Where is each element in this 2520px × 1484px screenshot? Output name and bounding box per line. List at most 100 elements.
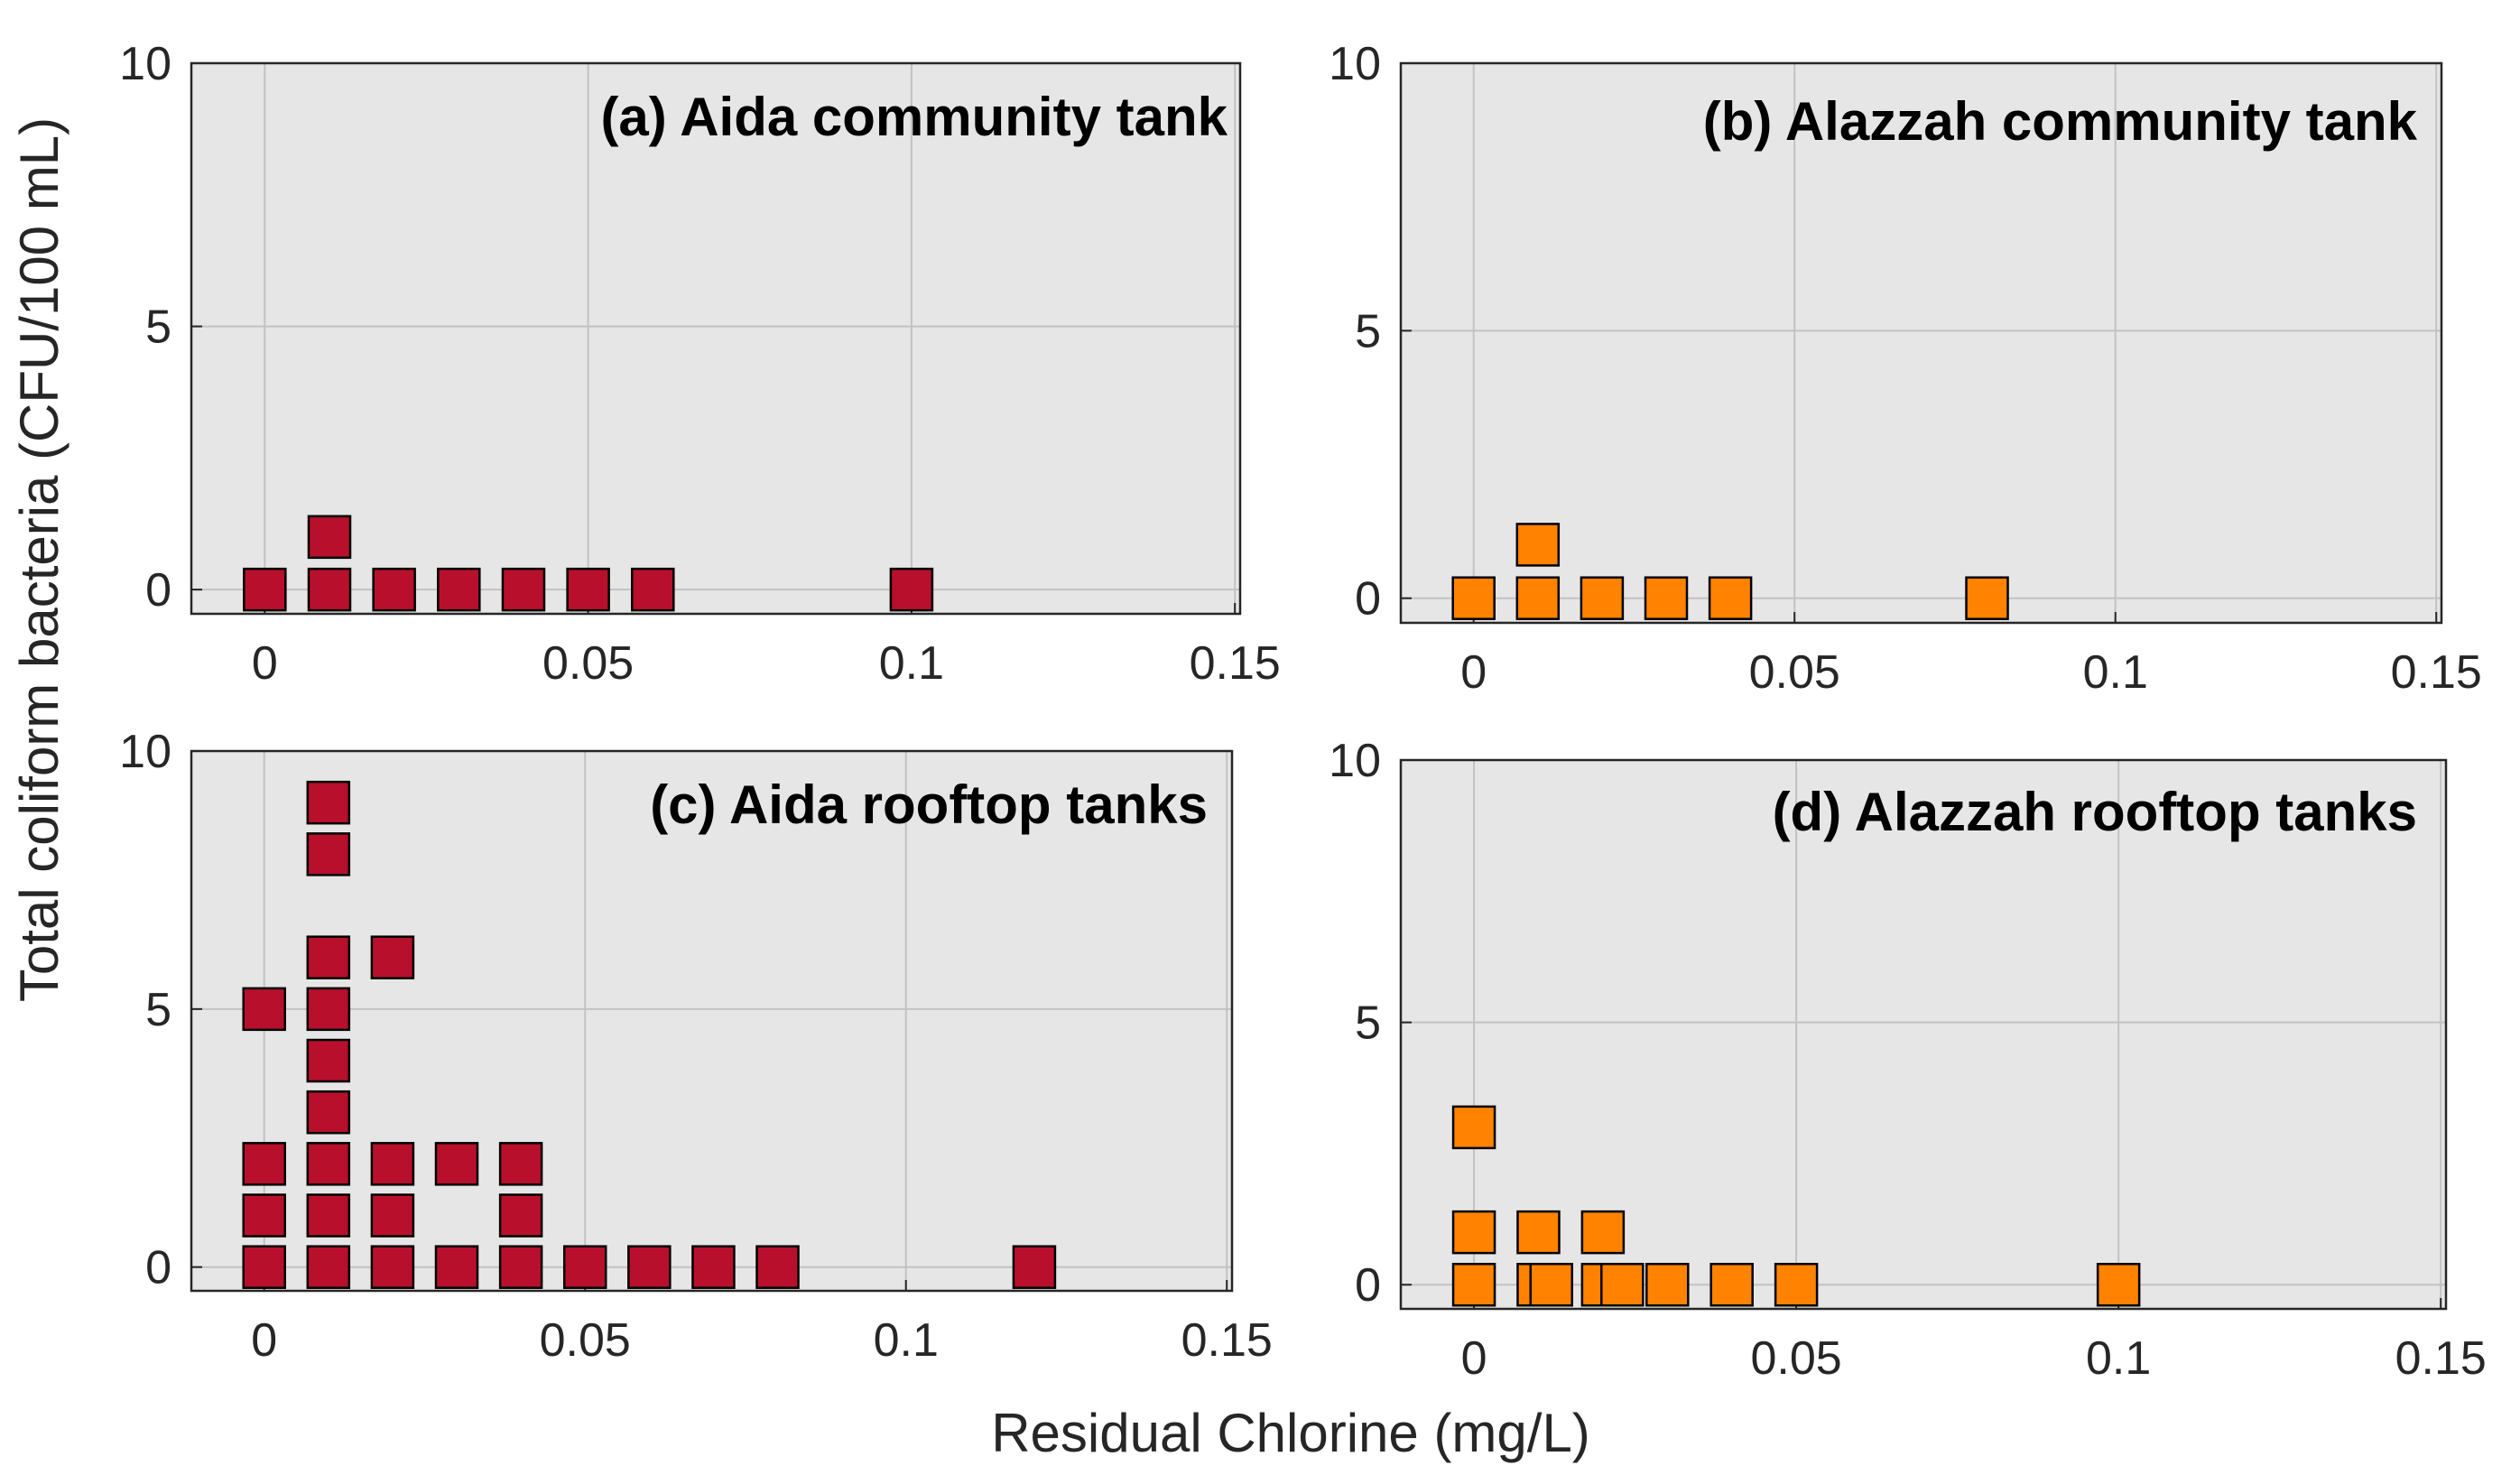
y-tick-label: 5 [145,301,171,354]
plot-area [191,751,1232,1291]
y-axis-label: Total coliform bacteria (CFU/100 mL) [9,117,69,1002]
y-tick-label: 10 [119,726,171,778]
data-point [242,1245,286,1289]
y-tick-label: 0 [145,1242,171,1294]
x-tick-label: 0.1 [874,1314,939,1367]
y-tick-label: 5 [145,984,171,1036]
data-point [1451,1105,1496,1150]
data-point [1645,1262,1690,1307]
y-tick-label: 0 [1355,573,1381,626]
data-point [306,935,351,979]
axes-box [190,749,1234,1293]
x-tick-label: 0 [252,637,278,690]
data-point [1012,1245,1057,1289]
x-tick-label: 0 [1460,646,1487,699]
data-point [1529,1262,1574,1307]
data-point [370,1245,415,1289]
data-point [1709,1262,1754,1307]
x-tick-label: 0.05 [1749,646,1840,699]
data-point [306,1245,351,1289]
plot-area [191,63,1240,614]
data-point [1708,576,1753,620]
panel-a: 0 0.05 0.1 0.15 0 5 10 (a) Aida community tank [119,38,1281,690]
data-point [566,567,610,612]
data-point [306,1090,351,1135]
data-point [306,1142,351,1186]
x-tick-label: 0.05 [540,1314,631,1367]
x-tick-label: 0.05 [1751,1332,1842,1385]
data-point [437,567,481,612]
panel-d: 0 0.05 0.1 0.15 0 5 10 (d) Alazzah rooftop tank… [1329,735,2487,1385]
y-tick-label: 0 [145,564,171,617]
plot-area [1401,760,2446,1309]
data-point [306,780,351,825]
plot-area [1401,63,2441,623]
data-point [1451,1262,1496,1307]
data-point [1451,576,1496,620]
x-tick-label: 0.15 [2395,1332,2487,1385]
x-tick-label: 0 [251,1314,277,1367]
panel-c: 0 0.05 0.1 0.15 0 5 10 (c) Aida rooftop tanks [119,726,1273,1367]
data-point [243,567,287,612]
y-tick-label: 0 [1355,1259,1381,1312]
data-point [1774,1262,1819,1307]
panel-title: (a) Aida community tank [600,87,1228,147]
data-point [434,1142,479,1186]
data-point [306,1193,351,1238]
x-tick-label: 0.15 [1190,637,1281,690]
data-point [307,567,352,612]
axes-box [1399,61,2443,625]
y-tick-label: 5 [1355,305,1381,357]
axes-box [190,61,1242,616]
x-tick-label: 0.1 [2086,1332,2151,1385]
data-point [306,1038,351,1083]
data-point [1451,1210,1496,1255]
panel-b: 0 0.05 0.1 0.15 0 5 10 (b) Alazzah community ta… [1329,38,2482,699]
data-point [755,1245,800,1289]
x-tick-label: 0.1 [879,637,944,690]
data-point [498,1193,543,1238]
data-point [631,567,675,612]
data-point [242,987,286,1032]
data-point [1580,576,1625,620]
data-point [1516,1210,1561,1255]
x-axis-label: Residual Chlorine (mg/L) [991,1403,1590,1463]
panel-title: (d) Alazzah rooftop tanks [1773,782,2417,842]
x-tick-label: 0.05 [542,637,634,690]
y-tick-label: 10 [119,38,171,90]
data-point [498,1245,543,1289]
panel-title: (b) Alazzah community tank [1703,91,2418,152]
data-point [1580,1210,1626,1255]
data-point [2096,1262,2141,1307]
data-point [1515,523,1561,567]
data-point [562,1245,607,1289]
data-point [307,515,352,560]
y-tick-label: 5 [1355,997,1381,1050]
data-point [1965,576,2009,620]
data-point [372,567,416,612]
data-point [627,1245,672,1289]
y-tick-label: 10 [1329,38,1381,90]
data-point [1644,576,1689,620]
data-point [370,1193,415,1238]
data-point [1600,1262,1644,1307]
data-point [242,1193,286,1238]
data-point [498,1142,543,1186]
x-tick-label: 0 [1461,1332,1487,1385]
axes-box [1399,758,2448,1311]
data-point [1515,576,1561,620]
data-point [370,1142,415,1186]
x-tick-label: 0.15 [2391,646,2482,699]
panel-title: (c) Aida rooftop tanks [650,774,1208,835]
data-point [501,567,546,612]
data-point [691,1245,736,1289]
data-point [370,935,415,979]
data-point [434,1245,479,1289]
data-point [306,987,351,1032]
data-point [889,567,934,612]
x-tick-label: 0.1 [2083,646,2148,699]
y-tick-label: 10 [1329,735,1381,787]
data-point [242,1142,286,1186]
x-tick-label: 0.15 [1181,1314,1273,1367]
